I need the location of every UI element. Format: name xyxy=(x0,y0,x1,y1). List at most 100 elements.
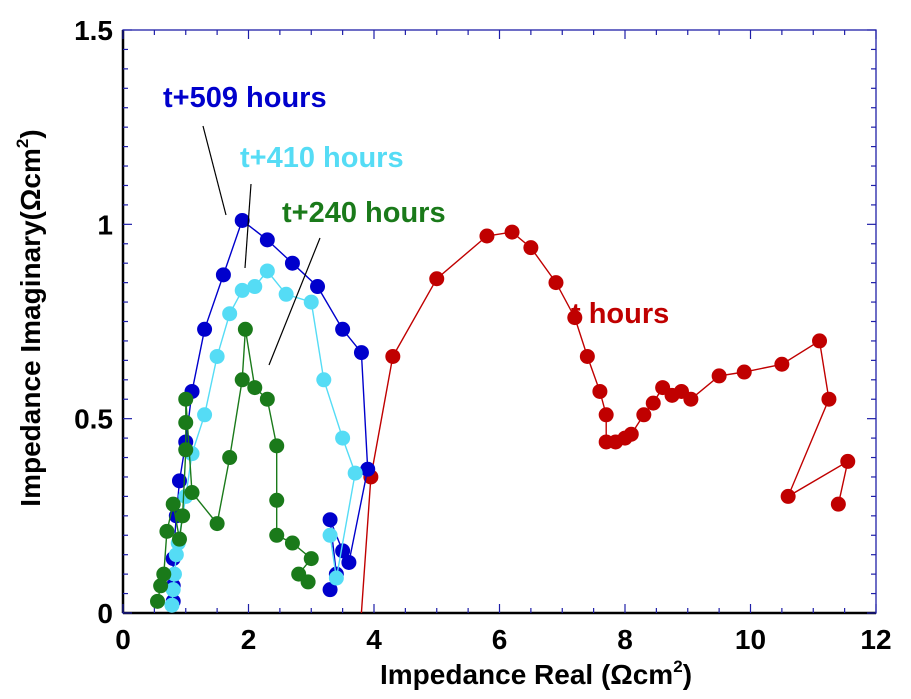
data-point-t-240-hours xyxy=(269,438,285,454)
data-point-t-hours xyxy=(479,228,495,244)
annotation-t-hours: t hours xyxy=(571,298,669,330)
data-point-t-hours xyxy=(429,271,445,287)
data-point-t-509-hours xyxy=(215,267,231,283)
data-point-t-hours xyxy=(598,407,614,423)
data-point-t-hours xyxy=(548,275,564,291)
annotation-leader-line xyxy=(268,237,321,366)
annotation-leader-line xyxy=(202,125,227,216)
data-point-t-hours xyxy=(645,395,661,411)
annotation-t-240-hours: t+240 hours xyxy=(282,197,446,229)
x-tick-label: 12 xyxy=(860,624,891,655)
annotation-t-410-hours: t+410 hours xyxy=(240,142,404,174)
data-point-t-hours xyxy=(504,224,520,240)
x-axis-label-close: ) xyxy=(683,659,692,690)
series-t-hours xyxy=(360,224,856,613)
y-axis-label-close: ) xyxy=(15,129,46,138)
series-layer xyxy=(150,212,856,613)
data-point-t-410-hours xyxy=(197,407,213,423)
data-point-t-410-hours xyxy=(259,263,275,279)
data-point-t-240-hours xyxy=(159,523,175,539)
data-point-t-240-hours xyxy=(165,496,181,512)
data-point-t-509-hours xyxy=(322,582,338,598)
data-point-t-410-hours xyxy=(335,430,351,446)
data-point-t-hours xyxy=(636,407,652,423)
x-axis-label: Impedance Real (Ωcm2) xyxy=(380,657,692,690)
data-point-t-509-hours xyxy=(234,212,250,228)
data-point-t-410-hours xyxy=(166,566,182,582)
data-point-t-hours xyxy=(780,488,796,504)
data-point-t-509-hours xyxy=(259,232,275,248)
data-point-t-410-hours xyxy=(328,570,344,586)
data-point-t-410-hours xyxy=(165,582,181,598)
data-point-t-509-hours xyxy=(197,321,213,337)
series-t-240-hours xyxy=(150,321,319,609)
data-point-t-240-hours xyxy=(178,415,194,431)
data-point-t-240-hours xyxy=(178,442,194,458)
data-point-t-240-hours xyxy=(237,321,253,337)
data-point-t-410-hours xyxy=(209,348,225,364)
data-point-t-hours xyxy=(385,348,401,364)
data-point-t-240-hours xyxy=(178,391,194,407)
x-tick-label: 4 xyxy=(366,624,382,655)
data-point-t-240-hours xyxy=(259,391,275,407)
data-point-t-hours xyxy=(821,391,837,407)
data-point-t-hours xyxy=(579,348,595,364)
y-tick-label: 1.5 xyxy=(74,15,113,46)
data-point-t-hours xyxy=(840,453,856,469)
plot-frame xyxy=(122,29,877,614)
y-tick-label: 0.5 xyxy=(74,404,113,435)
data-point-t-509-hours xyxy=(353,345,369,361)
data-point-t-410-hours xyxy=(234,282,250,298)
data-point-t-hours xyxy=(683,391,699,407)
data-point-t-240-hours xyxy=(247,380,263,396)
data-point-t-hours xyxy=(623,426,639,442)
data-point-t-240-hours xyxy=(150,593,166,609)
data-point-t-410-hours xyxy=(316,372,332,388)
series-line-t-hours xyxy=(360,231,849,613)
annotation-leader-line xyxy=(244,183,252,269)
y-tick-label: 1 xyxy=(97,209,113,240)
x-tick-label: 6 xyxy=(492,624,508,655)
y-axis-label-text: Impedance Imaginary(Ωcm xyxy=(15,148,46,507)
x-tick-label: 8 xyxy=(617,624,633,655)
annotation-leaders xyxy=(202,125,321,366)
data-point-t-hours xyxy=(736,364,752,380)
data-point-t-509-hours xyxy=(341,554,357,570)
data-point-t-hours xyxy=(830,496,846,512)
y-axis-label-sup: 2 xyxy=(13,139,32,148)
axes xyxy=(121,29,877,615)
data-point-t-410-hours xyxy=(247,279,263,295)
data-point-t-240-hours xyxy=(222,450,238,466)
data-point-t-hours xyxy=(523,240,539,256)
data-point-t-509-hours xyxy=(335,543,351,559)
data-point-t-240-hours xyxy=(284,535,300,551)
data-point-t-hours xyxy=(812,333,828,349)
data-point-t-410-hours xyxy=(222,306,238,322)
x-axis-label-sup: 2 xyxy=(673,657,682,676)
series-line-t-410-hours xyxy=(171,269,356,606)
data-point-t-240-hours xyxy=(184,485,200,501)
annotation-labels: t+509 hours t+410 hours t+240 hours t hours xyxy=(163,82,669,330)
data-point-t-509-hours xyxy=(171,473,187,489)
data-point-t-240-hours xyxy=(209,516,225,532)
data-point-t-410-hours xyxy=(303,294,319,310)
data-point-t-hours xyxy=(567,310,583,326)
x-tick-label: 10 xyxy=(735,624,766,655)
data-point-t-410-hours xyxy=(278,286,294,302)
data-point-t-240-hours xyxy=(175,508,191,524)
x-axis-label-text: Impedance Real (Ωcm xyxy=(380,659,673,690)
data-point-t-240-hours xyxy=(156,566,172,582)
data-point-t-410-hours xyxy=(347,465,363,481)
data-point-t-410-hours xyxy=(322,527,338,543)
data-point-t-509-hours xyxy=(310,279,326,295)
data-point-t-hours xyxy=(711,368,727,384)
data-point-t-410-hours xyxy=(164,597,180,613)
x-tick-label: 2 xyxy=(241,624,257,655)
y-tick-label: 0 xyxy=(97,598,113,629)
data-point-t-240-hours xyxy=(269,492,285,508)
y-axis-label: Impedance Imaginary(Ωcm2) xyxy=(13,129,46,506)
data-point-t-240-hours xyxy=(153,578,169,594)
data-point-t-509-hours xyxy=(284,255,300,271)
x-tick-label: 0 xyxy=(115,624,131,655)
